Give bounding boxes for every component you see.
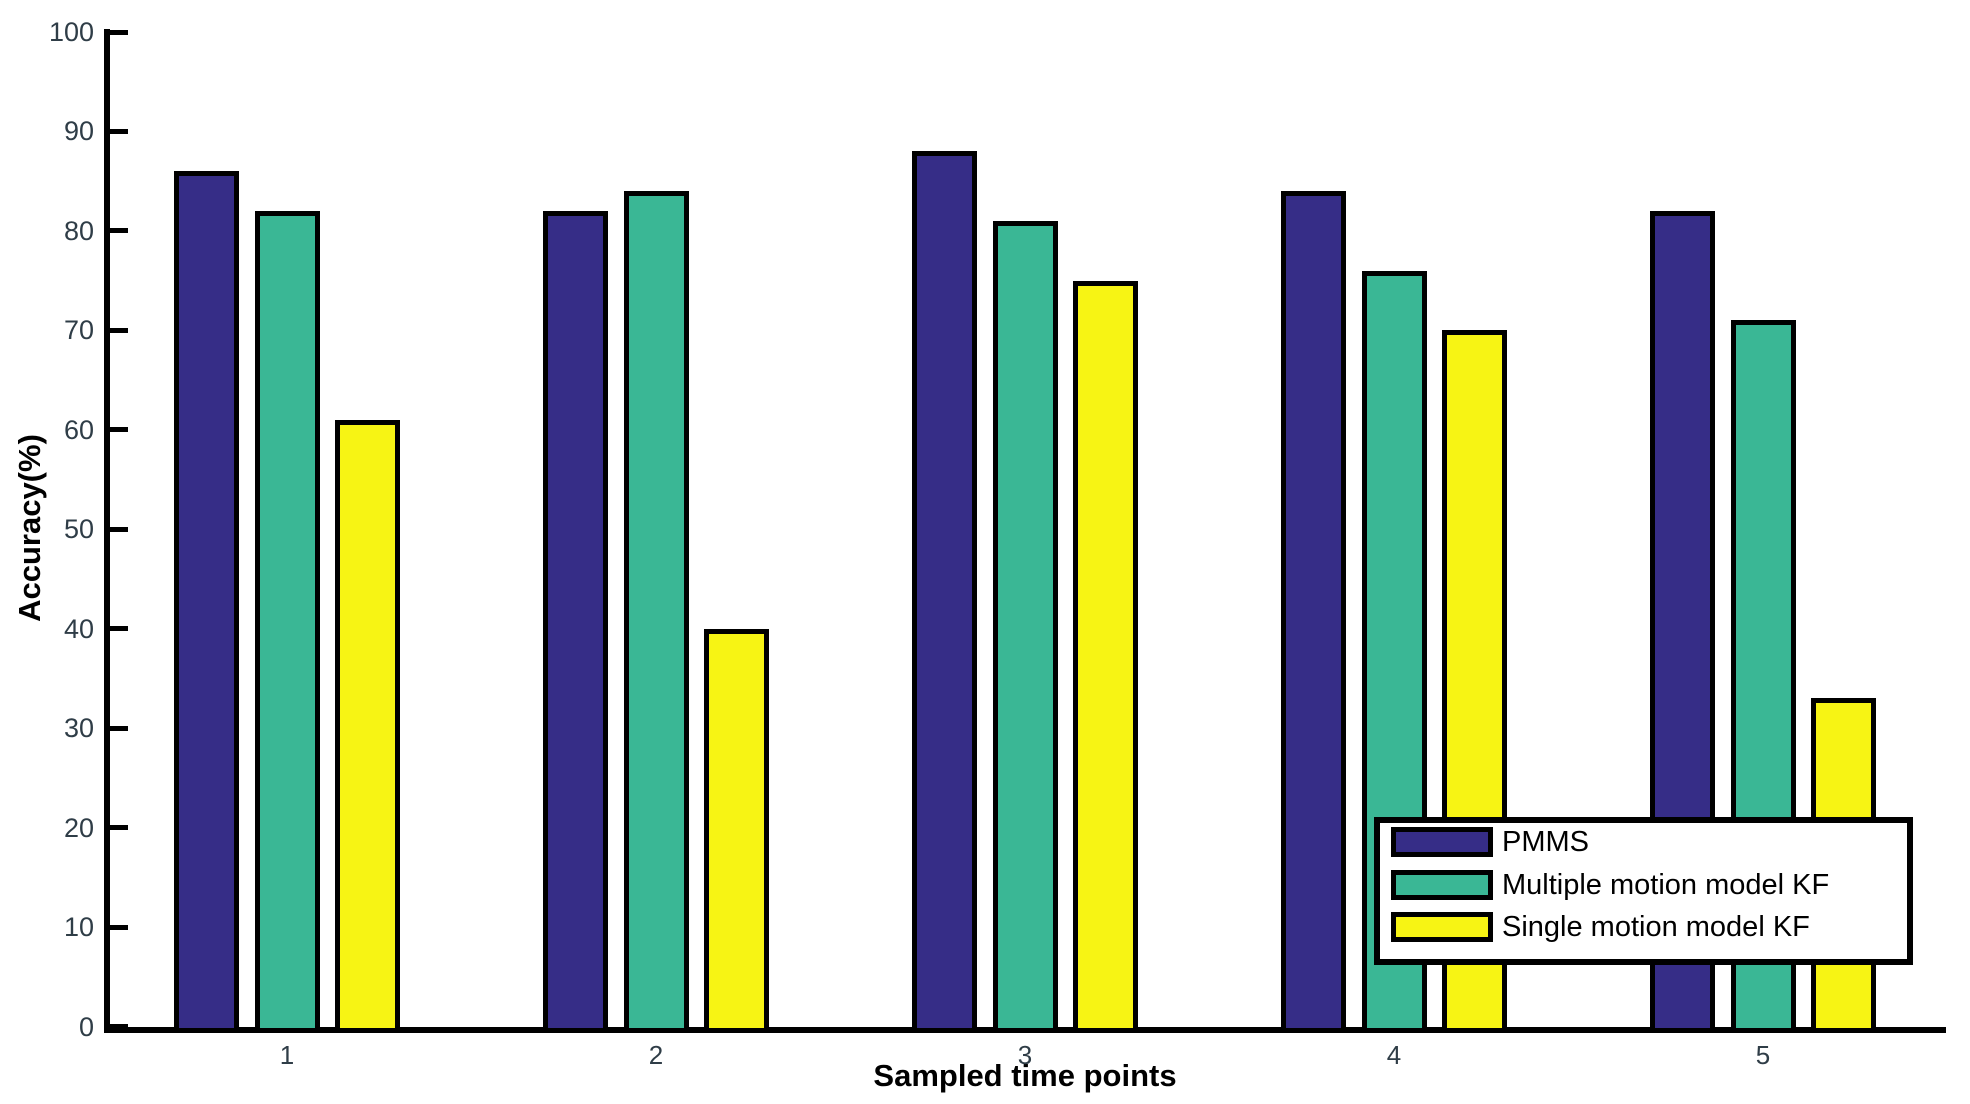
bar-series3-group1 (335, 419, 400, 1033)
x-tick-label: 5 (1755, 1040, 1771, 1070)
bar-series2-group3 (992, 220, 1058, 1033)
y-tick-mark (110, 228, 128, 234)
y-tick-label: 90 (63, 116, 94, 147)
y-tick-label: 60 (63, 414, 94, 445)
legend-swatch-2 (1391, 870, 1493, 900)
bar-series1-group1 (174, 171, 239, 1033)
y-tick-label: 0 (78, 1011, 94, 1042)
y-tick-mark (110, 924, 128, 930)
legend-label-1: PMMS (1502, 826, 1589, 858)
y-tick-mark (110, 29, 128, 35)
y-tick-label: 70 (63, 315, 94, 346)
y-tick-label: 20 (63, 812, 94, 843)
x-tick-label: 4 (1386, 1040, 1402, 1070)
y-tick-mark (110, 1024, 128, 1029)
y-tick-label: 100 (48, 17, 94, 47)
y-tick-label: 10 (63, 912, 94, 943)
bar-series3-group3 (1073, 280, 1138, 1033)
x-tick-label: 3 (1017, 1040, 1033, 1070)
bar-series2-group1 (254, 211, 320, 1033)
y-tick-label: 40 (63, 613, 94, 644)
legend-swatch-1 (1391, 827, 1493, 857)
y-tick-label: 30 (63, 713, 94, 744)
x-tick-label: 2 (648, 1040, 664, 1070)
bar-series2-group2 (623, 191, 689, 1033)
x-axis-title: Sampled time points (873, 1058, 1177, 1093)
y-tick-mark (110, 825, 128, 831)
bar-series3-group2 (704, 628, 769, 1033)
bar-series1-group4 (1281, 191, 1346, 1033)
y-tick-mark (110, 327, 128, 333)
y-tick-mark (110, 128, 128, 134)
legend: PMMS Multiple motion model KF Single motio… (1374, 817, 1913, 965)
bar-series1-group2 (543, 211, 608, 1033)
y-tick-label: 50 (63, 514, 94, 545)
legend-label-3: Single motion model KF (1502, 911, 1810, 943)
x-tick-label: 1 (279, 1040, 295, 1070)
y-tick-mark (110, 526, 128, 532)
y-tick-mark (110, 427, 128, 433)
y-tick-mark (110, 725, 128, 731)
y-tick-label: 80 (63, 215, 94, 246)
y-tick-mark (110, 626, 128, 632)
y-axis-line (104, 29, 110, 1033)
legend-swatch-3 (1391, 912, 1493, 942)
legend-label-2: Multiple motion model KF (1502, 869, 1830, 901)
bar-series1-group3 (912, 151, 977, 1033)
